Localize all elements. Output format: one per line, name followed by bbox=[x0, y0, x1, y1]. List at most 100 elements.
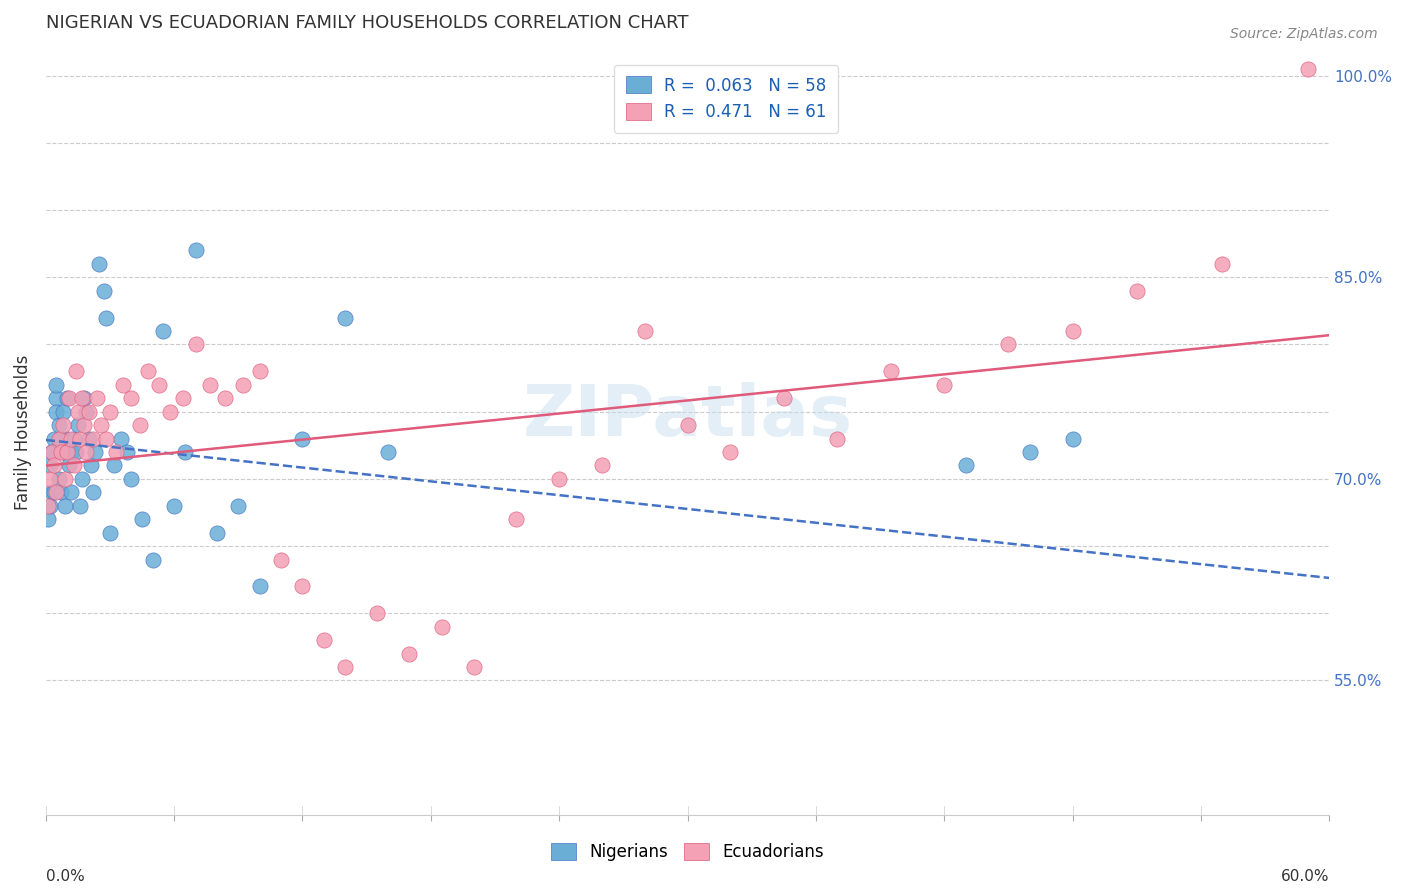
Point bbox=[634, 324, 657, 338]
Point bbox=[430, 620, 453, 634]
Point bbox=[52, 418, 75, 433]
Point bbox=[291, 579, 314, 593]
Point bbox=[39, 458, 62, 473]
Point bbox=[60, 445, 83, 459]
Point bbox=[37, 512, 59, 526]
Point bbox=[184, 337, 207, 351]
Point bbox=[48, 432, 70, 446]
Point bbox=[138, 364, 160, 378]
Point bbox=[65, 364, 87, 378]
Point bbox=[997, 337, 1019, 351]
Point bbox=[49, 445, 72, 459]
Point bbox=[110, 432, 132, 446]
Point bbox=[548, 472, 571, 486]
Point bbox=[48, 418, 70, 433]
Text: ZIPatlas: ZIPatlas bbox=[523, 382, 852, 451]
Point bbox=[44, 458, 66, 473]
Point bbox=[75, 445, 97, 459]
Point bbox=[98, 404, 121, 418]
Point bbox=[591, 458, 613, 473]
Point bbox=[200, 377, 222, 392]
Point bbox=[226, 499, 249, 513]
Text: 0.0%: 0.0% bbox=[46, 869, 84, 884]
Point bbox=[52, 445, 75, 459]
Point bbox=[52, 404, 75, 418]
Point bbox=[120, 391, 142, 405]
Point bbox=[249, 364, 271, 378]
Point bbox=[129, 418, 152, 433]
Legend: Nigerians, Ecuadorians: Nigerians, Ecuadorians bbox=[544, 837, 831, 868]
Point bbox=[1104, 848, 1126, 863]
Point bbox=[66, 418, 89, 433]
Point bbox=[45, 377, 67, 392]
Point bbox=[45, 404, 67, 418]
Point bbox=[335, 310, 357, 325]
Point bbox=[131, 512, 153, 526]
Point bbox=[772, 391, 794, 405]
Point bbox=[825, 432, 848, 446]
Point bbox=[44, 432, 66, 446]
Point bbox=[49, 485, 72, 500]
Point bbox=[398, 647, 420, 661]
Point bbox=[80, 458, 103, 473]
Point bbox=[70, 391, 93, 405]
Point bbox=[94, 432, 117, 446]
Point bbox=[89, 257, 111, 271]
Point bbox=[880, 364, 903, 378]
Point bbox=[45, 485, 67, 500]
Point bbox=[66, 404, 89, 418]
Point bbox=[142, 552, 165, 566]
Point bbox=[94, 310, 117, 325]
Point bbox=[111, 377, 134, 392]
Point bbox=[58, 391, 80, 405]
Point bbox=[56, 391, 79, 405]
Point bbox=[82, 485, 104, 500]
Point bbox=[1211, 257, 1233, 271]
Point bbox=[1296, 62, 1319, 76]
Text: 60.0%: 60.0% bbox=[1281, 869, 1329, 884]
Point bbox=[377, 445, 399, 459]
Point bbox=[312, 633, 335, 648]
Point bbox=[103, 458, 125, 473]
Point bbox=[1125, 284, 1147, 298]
Point bbox=[366, 607, 388, 621]
Point bbox=[86, 391, 108, 405]
Point bbox=[62, 458, 84, 473]
Point bbox=[105, 445, 128, 459]
Point bbox=[39, 472, 62, 486]
Point bbox=[1062, 432, 1084, 446]
Point bbox=[291, 432, 314, 446]
Point bbox=[1062, 324, 1084, 338]
Point bbox=[148, 377, 170, 392]
Point bbox=[70, 472, 93, 486]
Y-axis label: Family Households: Family Households bbox=[14, 354, 32, 509]
Point bbox=[75, 404, 97, 418]
Point bbox=[45, 391, 67, 405]
Point bbox=[163, 499, 186, 513]
Point bbox=[41, 445, 63, 459]
Point bbox=[58, 458, 80, 473]
Point bbox=[505, 512, 527, 526]
Point bbox=[152, 324, 174, 338]
Text: Source: ZipAtlas.com: Source: ZipAtlas.com bbox=[1230, 27, 1378, 41]
Point bbox=[463, 660, 485, 674]
Point bbox=[1018, 445, 1040, 459]
Point bbox=[214, 391, 236, 405]
Point bbox=[676, 418, 699, 433]
Point bbox=[53, 499, 76, 513]
Point bbox=[77, 432, 100, 446]
Point bbox=[159, 404, 181, 418]
Point bbox=[955, 458, 977, 473]
Point bbox=[56, 445, 79, 459]
Point bbox=[41, 485, 63, 500]
Point bbox=[934, 377, 956, 392]
Point bbox=[49, 432, 72, 446]
Point bbox=[53, 472, 76, 486]
Point bbox=[270, 552, 292, 566]
Point bbox=[82, 432, 104, 446]
Point bbox=[60, 485, 83, 500]
Point bbox=[37, 499, 59, 513]
Point bbox=[93, 284, 115, 298]
Point bbox=[173, 445, 195, 459]
Point bbox=[62, 432, 84, 446]
